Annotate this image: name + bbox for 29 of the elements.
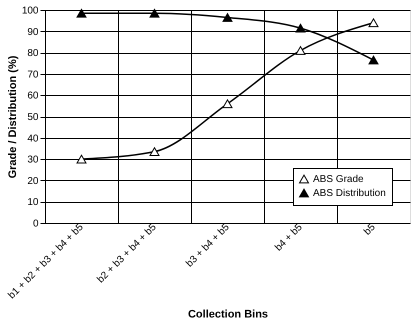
y-tick-label: 30 <box>27 154 39 166</box>
point <box>150 147 160 156</box>
point <box>368 18 378 28</box>
y-tick-label: 0 <box>32 218 39 230</box>
x-tick-label: b4 + b5 <box>273 222 306 254</box>
y-tick-label: 70 <box>27 69 39 80</box>
y-tick-label: 10 <box>27 197 39 208</box>
x-tick-label: b2 + b3 + b4 + b5 <box>95 222 160 286</box>
point <box>222 13 232 22</box>
y-tick-label: 40 <box>27 133 39 144</box>
y-tick-label: 80 <box>27 48 39 60</box>
x-tick-label: b5 <box>362 222 378 238</box>
y-axis-title: Grade / Distribution (%) <box>6 55 19 178</box>
y-tick-label: 20 <box>27 176 39 187</box>
y-tick-label: 50 <box>27 112 39 123</box>
point <box>296 24 306 32</box>
legend-label: ABS Distribution <box>313 188 386 199</box>
y-tick-label: 60 <box>27 90 39 102</box>
x-tick-label: b3 + b4 + b5 <box>184 222 232 270</box>
y-tick-label: 100 <box>22 6 39 16</box>
point <box>76 8 86 18</box>
x-axis-title: Collection Bins <box>188 308 268 321</box>
legend-label: ABS Grade <box>313 174 364 185</box>
point <box>368 56 378 64</box>
point <box>222 99 232 108</box>
point <box>150 8 160 18</box>
y-tick-label: 90 <box>27 26 39 38</box>
point <box>296 46 306 55</box>
point <box>76 154 86 164</box>
